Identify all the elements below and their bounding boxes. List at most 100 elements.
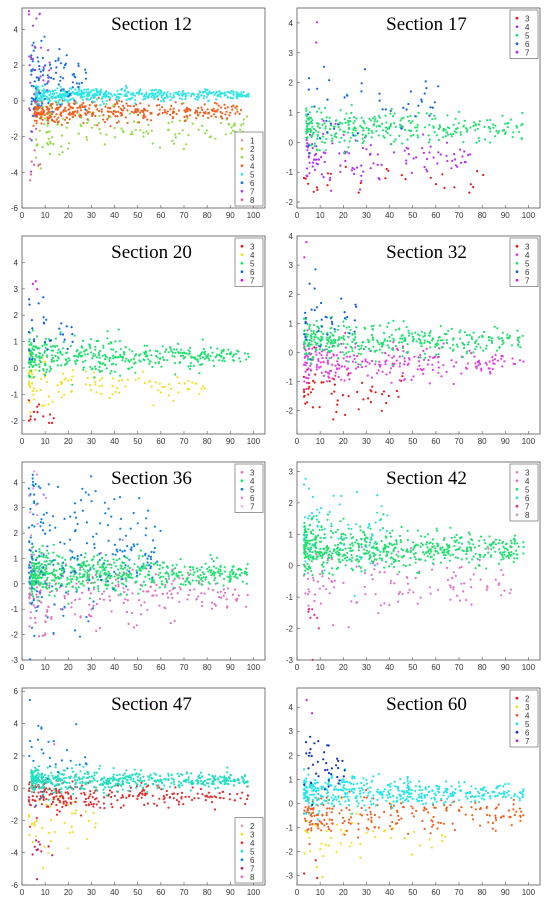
data-point — [432, 107, 434, 109]
data-point — [90, 582, 92, 584]
data-point — [210, 569, 212, 571]
data-point — [49, 100, 51, 102]
data-point — [47, 77, 49, 79]
data-point — [359, 188, 361, 190]
data-point — [233, 125, 235, 127]
data-point — [423, 359, 425, 361]
data-point — [305, 371, 307, 373]
data-point — [93, 543, 95, 545]
data-point — [362, 120, 364, 122]
data-point — [332, 418, 334, 420]
data-point — [84, 112, 86, 114]
data-point — [401, 341, 403, 343]
data-point — [303, 522, 305, 524]
data-point — [51, 118, 53, 120]
data-point — [31, 593, 33, 595]
data-point — [55, 355, 57, 357]
data-point — [45, 564, 47, 566]
data-point — [174, 578, 176, 580]
data-point — [139, 588, 141, 590]
data-point — [76, 107, 78, 109]
data-point — [162, 345, 164, 347]
data-point — [377, 612, 379, 614]
data-point — [206, 568, 208, 570]
data-point — [321, 563, 323, 565]
data-point — [440, 549, 442, 551]
data-point — [495, 539, 497, 541]
data-point — [149, 360, 151, 362]
data-point — [311, 574, 313, 576]
data-point — [138, 377, 140, 379]
data-point — [87, 377, 89, 379]
data-point — [235, 91, 237, 93]
x-tick-label: 100 — [522, 437, 536, 446]
data-point — [117, 93, 119, 95]
data-point — [31, 85, 33, 87]
data-point — [143, 96, 145, 98]
data-point — [432, 125, 434, 127]
data-point — [477, 361, 479, 363]
data-point — [74, 613, 76, 615]
data-point — [388, 565, 390, 567]
data-point — [158, 104, 160, 106]
data-point — [120, 115, 122, 117]
data-point — [486, 589, 488, 591]
data-point — [305, 322, 307, 324]
data-point — [395, 126, 397, 128]
data-point — [49, 130, 51, 132]
data-point — [57, 352, 59, 354]
data-point — [470, 183, 472, 185]
data-point — [521, 138, 523, 140]
data-point — [344, 311, 346, 313]
data-point — [427, 533, 429, 535]
data-point — [36, 76, 38, 78]
data-point — [156, 561, 158, 563]
data-point — [200, 106, 202, 108]
data-point — [340, 137, 342, 139]
data-point — [172, 116, 174, 118]
data-point — [150, 562, 152, 564]
data-point — [502, 574, 504, 576]
data-point — [361, 360, 363, 362]
data-point — [106, 118, 108, 120]
data-point — [151, 130, 153, 132]
data-point — [201, 605, 203, 607]
x-tick-label: 30 — [87, 437, 96, 446]
data-point — [348, 128, 350, 130]
data-point — [498, 584, 500, 586]
data-point — [428, 124, 430, 126]
data-point — [346, 316, 348, 318]
data-point — [517, 344, 519, 346]
data-point — [90, 592, 92, 594]
data-point — [304, 566, 306, 568]
data-point — [330, 530, 332, 532]
data-point — [65, 110, 67, 112]
y-tick-label: -2 — [11, 133, 19, 142]
data-point — [357, 132, 359, 134]
data-point — [84, 556, 86, 558]
data-point — [344, 96, 346, 98]
data-point — [103, 103, 105, 105]
data-point — [200, 354, 202, 356]
data-point — [227, 91, 229, 93]
data-point — [185, 143, 187, 145]
data-point — [372, 562, 374, 564]
data-point — [160, 100, 162, 102]
data-point — [347, 374, 349, 376]
data-point — [305, 388, 307, 390]
data-point — [78, 90, 80, 92]
data-point — [313, 128, 315, 130]
data-point — [455, 575, 457, 577]
data-point — [441, 347, 443, 349]
data-point — [454, 130, 456, 132]
data-point — [435, 354, 437, 356]
data-point — [352, 361, 354, 363]
data-point — [112, 348, 114, 350]
data-point — [438, 347, 440, 349]
data-point — [111, 582, 113, 584]
data-point — [85, 552, 87, 554]
data-point — [460, 134, 462, 136]
data-point — [141, 566, 143, 568]
data-point — [246, 115, 248, 117]
x-tick-label: 40 — [385, 437, 394, 446]
